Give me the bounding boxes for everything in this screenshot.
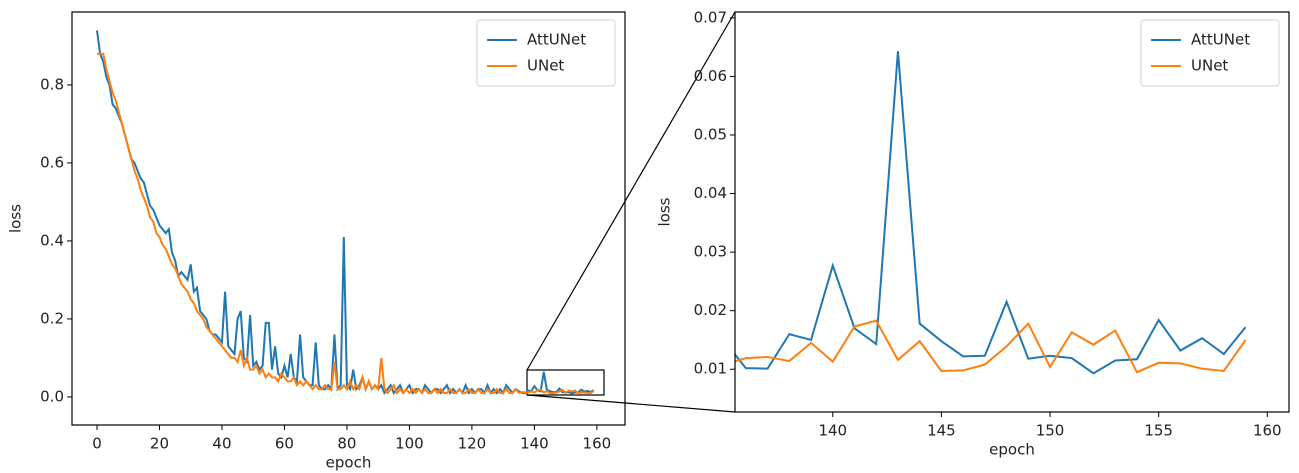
legend-label: AttUNet xyxy=(527,31,586,49)
x-tick-label: 120 xyxy=(458,435,487,453)
x-axis-label: epoch xyxy=(326,454,372,472)
x-tick-label: 140 xyxy=(818,422,847,440)
y-tick-label: 0.05 xyxy=(694,125,727,143)
legend-label: AttUNet xyxy=(1191,31,1250,49)
series-line xyxy=(735,51,1247,375)
x-tick-label: 160 xyxy=(1253,422,1282,440)
x-tick-label: 40 xyxy=(212,435,231,453)
y-tick-label: 0.4 xyxy=(40,231,64,249)
y-tick-label: 0.2 xyxy=(40,309,64,327)
plot-area xyxy=(95,30,595,395)
zoom-connector xyxy=(526,394,736,413)
plot-area xyxy=(735,51,1247,375)
y-tick-label: 0.01 xyxy=(694,360,727,378)
x-tick-label: 0 xyxy=(92,435,102,453)
y-tick-label: 0.07 xyxy=(694,8,727,26)
series-line xyxy=(96,52,595,395)
y-tick-label: 0.6 xyxy=(40,153,64,171)
x-tick-label: 20 xyxy=(150,435,169,453)
y-tick-label: 0.03 xyxy=(694,243,727,261)
legend-box xyxy=(476,19,616,87)
legend-label: UNet xyxy=(527,57,564,75)
x-axis-label: epoch xyxy=(989,441,1035,459)
y-tick-label: 0.06 xyxy=(694,67,727,85)
x-tick-label: 60 xyxy=(275,435,294,453)
y-axis-label: loss xyxy=(7,204,25,233)
zoom-box xyxy=(526,369,605,396)
series-line xyxy=(95,30,595,395)
x-tick-label: 155 xyxy=(1144,422,1173,440)
x-tick-label: 140 xyxy=(520,435,549,453)
series-line xyxy=(735,319,1247,374)
y-tick-label: 0.02 xyxy=(694,301,727,319)
y-tick-label: 0.04 xyxy=(694,184,727,202)
y-tick-label: 0.0 xyxy=(40,387,64,405)
x-tick-label: 150 xyxy=(1036,422,1065,440)
legend-box xyxy=(1140,19,1280,87)
x-tick-label: 145 xyxy=(927,422,956,440)
x-tick-label: 160 xyxy=(583,435,612,453)
y-axis-label: loss xyxy=(656,197,674,226)
axes-frame xyxy=(734,11,1290,413)
axes-frame xyxy=(71,11,626,426)
y-tick-label: 0.8 xyxy=(40,75,64,93)
zoom-connector xyxy=(526,11,736,371)
legend-label: UNet xyxy=(1191,57,1228,75)
x-tick-label: 80 xyxy=(337,435,356,453)
x-tick-label: 100 xyxy=(395,435,424,453)
